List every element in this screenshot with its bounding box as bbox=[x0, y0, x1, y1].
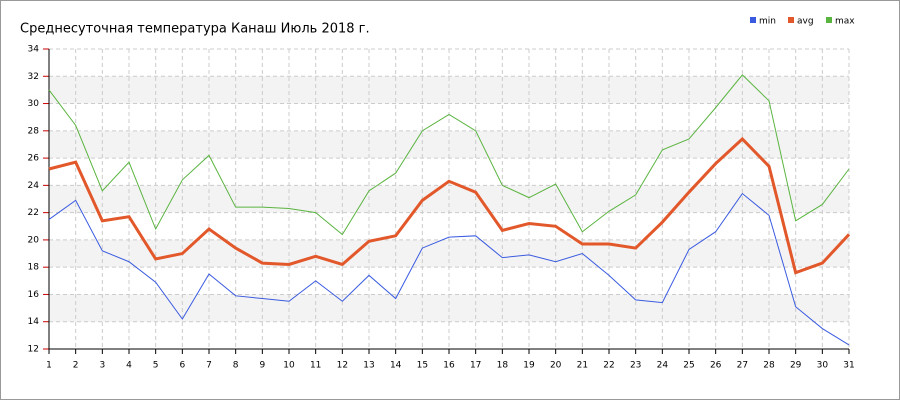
x-tick-label: 6 bbox=[179, 361, 185, 371]
x-tick-label: 22 bbox=[603, 361, 614, 371]
legend-label: max bbox=[835, 17, 855, 27]
line-series bbox=[48, 74, 850, 236]
y-tick-label: 12 bbox=[28, 345, 39, 355]
x-tick-label: 26 bbox=[710, 361, 722, 371]
x-tick-label: 2 bbox=[73, 361, 79, 371]
x-tick-label: 8 bbox=[233, 361, 239, 371]
x-tick-label: 15 bbox=[417, 361, 428, 371]
legend-swatch bbox=[788, 17, 794, 23]
chart-title: Среднесуточная температура Канаш Июль 20… bbox=[20, 22, 370, 37]
x-tick-label: 5 bbox=[153, 361, 159, 371]
x-tick-label: 11 bbox=[310, 361, 321, 371]
x-tick-label: 13 bbox=[363, 361, 374, 371]
line-series bbox=[48, 192, 850, 346]
x-tick-label: 24 bbox=[657, 361, 669, 371]
x-tick-label: 10 bbox=[283, 361, 295, 371]
y-tick-label: 20 bbox=[28, 235, 40, 245]
legend-label: min bbox=[759, 17, 776, 27]
x-tick-label: 31 bbox=[843, 361, 854, 371]
x-tick-label: 14 bbox=[390, 361, 402, 371]
y-tick-label: 16 bbox=[28, 290, 40, 300]
x-tick-label: 16 bbox=[443, 361, 455, 371]
x-tick-label: 9 bbox=[259, 361, 265, 371]
y-tick-label: 14 bbox=[28, 317, 40, 327]
x-tick-label: 25 bbox=[683, 361, 694, 371]
x-tick-label: 27 bbox=[737, 361, 748, 371]
x-tick-label: 1 bbox=[46, 361, 52, 371]
y-tick-label: 26 bbox=[28, 154, 40, 164]
x-tick-label: 12 bbox=[337, 361, 348, 371]
y-tick-label: 34 bbox=[28, 45, 40, 55]
y-tick-label: 28 bbox=[28, 126, 40, 136]
y-tick-label: 24 bbox=[28, 181, 40, 191]
y-tick-label: 22 bbox=[28, 208, 39, 218]
x-tick-label: 3 bbox=[99, 361, 105, 371]
x-tick-label: 30 bbox=[817, 361, 829, 371]
legend-swatch bbox=[826, 17, 832, 23]
x-tick-label: 19 bbox=[523, 361, 535, 371]
x-tick-label: 21 bbox=[577, 361, 588, 371]
x-tick-label: 28 bbox=[763, 361, 775, 371]
x-tick-label: 29 bbox=[790, 361, 802, 371]
x-tick-label: 17 bbox=[470, 361, 481, 371]
line-series bbox=[48, 136, 851, 275]
x-tick-label: 7 bbox=[206, 361, 212, 371]
x-tick-label: 23 bbox=[630, 361, 641, 371]
y-tick-label: 32 bbox=[28, 72, 39, 82]
x-tick-label: 18 bbox=[497, 361, 509, 371]
legend-swatch bbox=[750, 17, 756, 23]
x-tick-label: 4 bbox=[126, 361, 132, 371]
y-tick-label: 18 bbox=[28, 263, 40, 273]
x-tick-label: 20 bbox=[550, 361, 562, 371]
legend-label: avg bbox=[797, 17, 814, 27]
y-tick-label: 30 bbox=[28, 99, 40, 109]
